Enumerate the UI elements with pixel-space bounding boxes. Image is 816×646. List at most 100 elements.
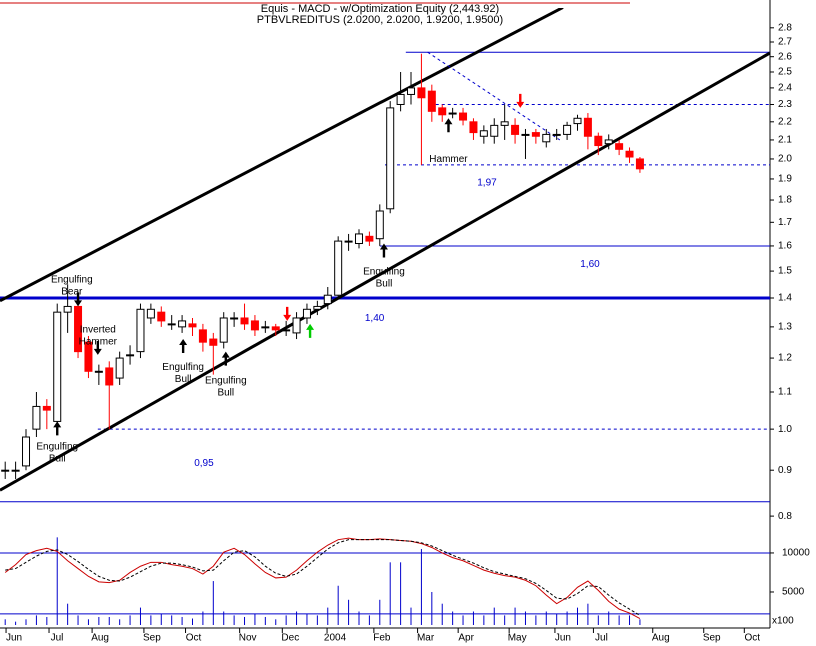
x-tick-label: Sep: [143, 633, 161, 644]
candle-body: [407, 87, 416, 95]
chart-subtitle: PTBVLREDITUS (2.0200, 2.0200, 1.9200, 1.…: [257, 14, 503, 26]
signal-arrow: [379, 243, 388, 258]
candle-body: [386, 107, 395, 210]
candle-body: [438, 107, 447, 116]
candle-body: [635, 158, 644, 170]
y-tick-label: 1.8: [778, 195, 792, 206]
candle-body: [126, 354, 135, 357]
candle-body: [531, 132, 540, 137]
candle-body: [521, 133, 530, 136]
y-tick-label: 1.3: [778, 322, 792, 333]
annotation: 1,40: [365, 313, 385, 324]
candle-body: [1, 469, 10, 472]
signal-arrow: [306, 323, 315, 338]
candle-body: [230, 317, 239, 320]
candle-body: [94, 370, 103, 373]
candle-body: [11, 469, 20, 472]
trendline: [0, 8, 564, 303]
candle-body: [334, 240, 343, 296]
x-tick-label: Sep: [703, 633, 721, 644]
signal-arrow: [444, 118, 453, 133]
candle-body: [302, 308, 311, 319]
x-tick-label: Nov: [239, 633, 257, 644]
y-tick-label: 0.8: [778, 511, 792, 522]
y-tick-label: 1.7: [778, 217, 792, 228]
y-tick-label: 2.5: [778, 67, 792, 78]
signal-arrow: [74, 292, 83, 307]
x-tick-label: Oct: [186, 633, 202, 644]
y-tick-label: 1.2: [778, 353, 792, 364]
candle-body: [427, 90, 436, 112]
candle-body: [146, 308, 155, 319]
candle-body: [469, 121, 478, 134]
y-tick-label: 2.8: [778, 22, 792, 33]
candle-body: [323, 294, 332, 305]
trendline: [427, 51, 561, 141]
candle-body: [22, 436, 31, 467]
annotation: 1,60: [580, 259, 600, 270]
x-tick-label: Jul: [595, 633, 608, 644]
x-tick-label: Mar: [417, 633, 435, 644]
signal-arrow: [283, 306, 292, 321]
lower-y-tick-label: 5000: [782, 587, 805, 598]
candle-body: [344, 240, 353, 243]
candle-body: [365, 235, 374, 242]
x-tick-label: Oct: [745, 633, 761, 644]
signal-arrow: [516, 93, 525, 108]
candle-body: [563, 124, 572, 135]
annotation: Engulfing: [162, 362, 204, 373]
annotation: Engulfing: [36, 442, 78, 453]
x-tick-label: Jun: [6, 633, 22, 644]
x-tick-label: Aug: [91, 633, 109, 644]
candle-body: [500, 121, 509, 126]
scale-label: x100: [772, 616, 794, 627]
x-tick-label: Jul: [51, 633, 64, 644]
y-tick-label: 2.6: [778, 51, 792, 62]
y-tick-label: 1.6: [778, 241, 792, 252]
chart-title: Equis - MACD - w/Optimization Equity (2,…: [261, 3, 499, 15]
candle-body: [292, 317, 301, 334]
y-tick-label: 2.2: [778, 116, 792, 127]
candle-body: [261, 326, 270, 329]
y-tick-label: 1.9: [778, 174, 792, 185]
candle-body: [583, 117, 592, 137]
x-tick-label: May: [508, 633, 527, 644]
candle-body: [84, 341, 93, 372]
candle-body: [459, 112, 468, 121]
candle-body: [615, 143, 624, 150]
candle-body: [136, 308, 145, 353]
y-tick-label: 1.0: [778, 424, 792, 435]
annotation: Bull: [217, 387, 234, 398]
candle-body: [594, 135, 603, 147]
candle-body: [354, 233, 363, 245]
signal-arrow: [179, 339, 188, 354]
candle-body: [552, 133, 561, 136]
candle-body: [188, 323, 197, 328]
y-tick-label: 1.1: [778, 387, 792, 398]
x-tick-label: 2004: [324, 633, 347, 644]
candle-body: [167, 323, 176, 326]
candle-body: [105, 367, 114, 386]
y-tick-label: 2.1: [778, 135, 792, 146]
candle-body: [573, 117, 582, 125]
y-tick-label: 2.7: [778, 37, 792, 48]
y-tick-label: 2.0: [778, 154, 792, 165]
price-panel: [0, 8, 770, 503]
annotation: Engulfing: [363, 267, 405, 278]
candle-body: [240, 317, 249, 325]
candle-body: [250, 320, 259, 331]
indicator-line: [5, 539, 641, 616]
annotation: Engulfing: [205, 375, 247, 386]
candle-body: [490, 124, 499, 137]
signal-arrow: [93, 340, 102, 355]
candle-body: [625, 150, 634, 158]
candle-body: [511, 124, 520, 135]
x-tick-label: Apr: [458, 633, 474, 644]
candle-body: [42, 405, 51, 411]
annotation: Hammer: [79, 337, 118, 348]
x-tick-label: Jun: [555, 633, 571, 644]
x-tick-label: Dec: [281, 633, 299, 644]
y-tick-label: 2.4: [778, 83, 792, 94]
indicator-line: [4, 537, 641, 619]
